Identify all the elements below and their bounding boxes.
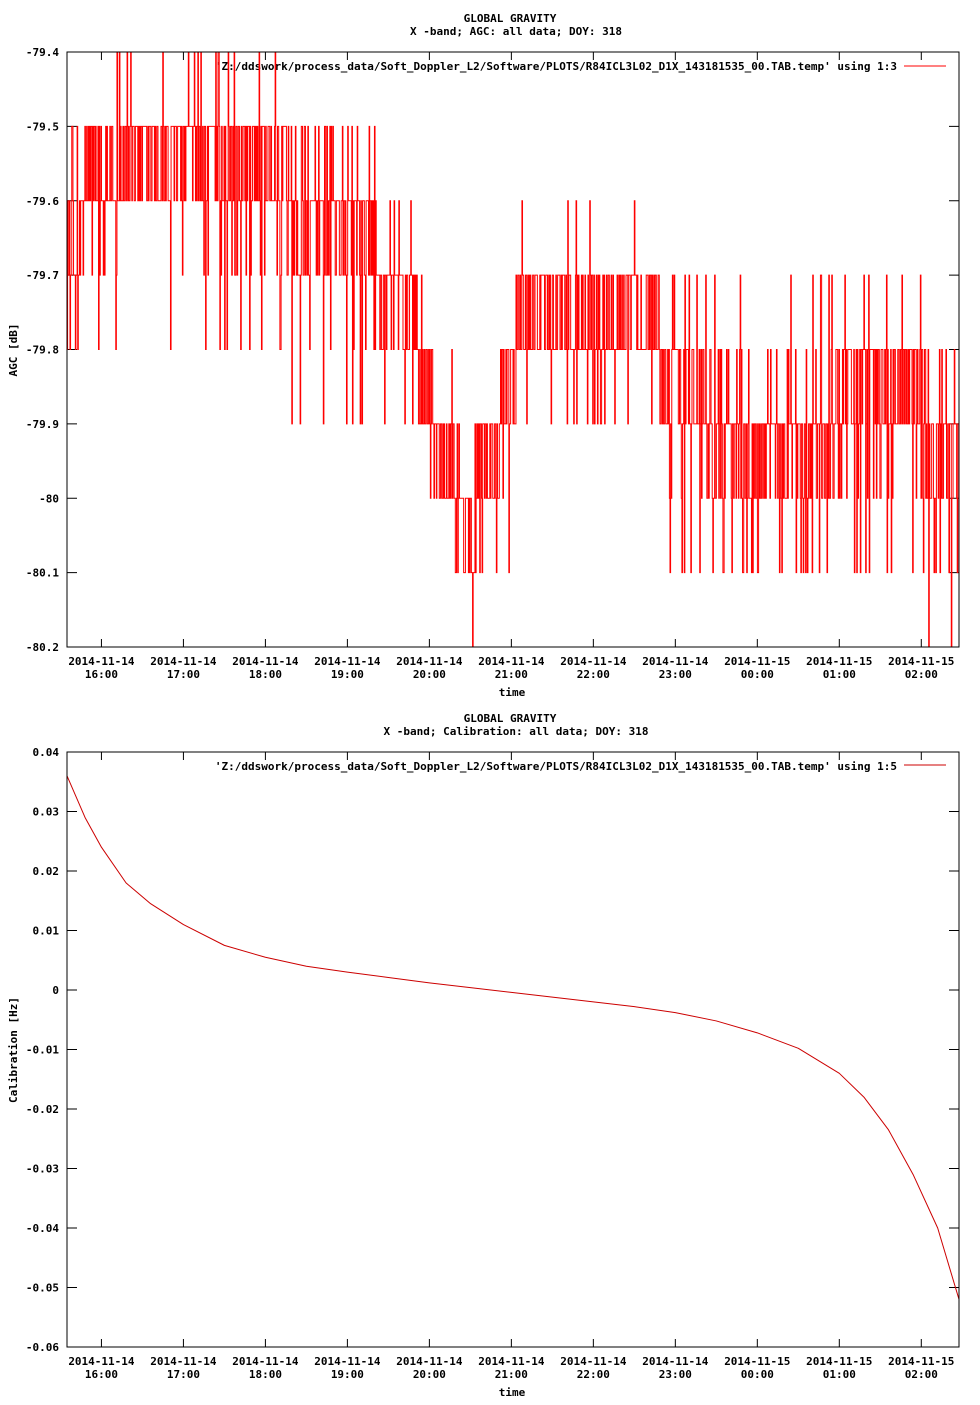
calibration-xtick-time: 23:00 xyxy=(659,1368,692,1381)
agc-chart-title: GLOBAL GRAVITY xyxy=(464,12,557,25)
calibration-ytick-label: 0.03 xyxy=(33,806,60,819)
agc-xtick-date: 2014-11-14 xyxy=(68,655,135,668)
agc-xtick-date: 2014-11-14 xyxy=(478,655,545,668)
agc-xtick-time: 17:00 xyxy=(167,668,200,681)
calibration-chart: GLOBAL GRAVITY X -band; Calibration: all… xyxy=(7,712,960,1399)
agc-series-path xyxy=(66,51,960,648)
calibration-ytick-label: -0.04 xyxy=(26,1222,59,1235)
agc-ytick-label: -80 xyxy=(39,492,59,505)
calibration-chart-title: GLOBAL GRAVITY xyxy=(464,712,557,725)
agc-series-line xyxy=(66,51,960,648)
calibration-ytick-label: 0 xyxy=(52,984,59,997)
agc-xtick-time: 20:00 xyxy=(413,668,446,681)
agc-xtick-date: 2014-11-14 xyxy=(150,655,217,668)
calibration-ytick-label: 0.01 xyxy=(33,925,60,938)
agc-xtick-time: 00:00 xyxy=(741,668,774,681)
agc-xtick-date: 2014-11-15 xyxy=(888,655,954,668)
calibration-ytick-label: -0.05 xyxy=(26,1282,59,1295)
agc-xtick-time: 21:00 xyxy=(495,668,528,681)
calibration-chart-legend-label: 'Z:/ddswork/process_data/Soft_Doppler_L2… xyxy=(215,760,897,773)
agc-chart-subtitle: X -band; AGC: all data; DOY: 318 xyxy=(410,25,622,38)
calibration-plot-frame xyxy=(66,751,960,1348)
calibration-xtick-date: 2014-11-14 xyxy=(314,1355,381,1368)
calibration-xtick-time: 01:00 xyxy=(823,1368,856,1381)
agc-ytick-label: -79.4 xyxy=(26,46,59,59)
calibration-xtick-time: 19:00 xyxy=(331,1368,364,1381)
agc-plot-frame xyxy=(66,51,960,648)
calibration-xtick-date: 2014-11-15 xyxy=(888,1355,954,1368)
agc-chart-ylabel: AGC [dB] xyxy=(7,324,20,377)
agc-chart: GLOBAL GRAVITY X -band; AGC: all data; D… xyxy=(7,12,960,699)
agc-ytick-label: -79.7 xyxy=(26,269,59,282)
calibration-chart-ylabel: Calibration [Hz] xyxy=(7,997,20,1103)
agc-ytick-label: -80.1 xyxy=(26,567,59,580)
agc-xtick-date: 2014-11-14 xyxy=(642,655,709,668)
calibration-ytick-label: 0.04 xyxy=(33,746,60,759)
agc-ytick-label: -79.9 xyxy=(26,418,59,431)
agc-xtick-time: 19:00 xyxy=(331,668,364,681)
agc-xtick-date: 2014-11-15 xyxy=(806,655,872,668)
agc-xtick-date: 2014-11-14 xyxy=(314,655,381,668)
calibration-ytick-label: -0.03 xyxy=(26,1163,59,1176)
calibration-xtick-date: 2014-11-15 xyxy=(724,1355,790,1368)
agc-xtick-date: 2014-11-14 xyxy=(396,655,463,668)
calibration-xtick-time: 22:00 xyxy=(577,1368,610,1381)
calibration-xtick-date: 2014-11-14 xyxy=(478,1355,545,1368)
calibration-xtick-date: 2014-11-14 xyxy=(642,1355,709,1368)
agc-xtick-time: 22:00 xyxy=(577,668,610,681)
agc-xtick-date: 2014-11-14 xyxy=(560,655,627,668)
calibration-xtick-time: 21:00 xyxy=(495,1368,528,1381)
calibration-chart-subtitle: X -band; Calibration: all data; DOY: 318 xyxy=(384,725,649,738)
calibration-xtick-date: 2014-11-14 xyxy=(150,1355,217,1368)
calibration-xtick-time: 16:00 xyxy=(85,1368,118,1381)
agc-chart-legend-label: 'Z:/ddswork/process_data/Soft_Doppler_L2… xyxy=(215,60,897,73)
calibration-ytick-label: -0.01 xyxy=(26,1044,59,1057)
calibration-chart-xlabel: time xyxy=(499,1386,526,1399)
agc-ytick-label: -79.5 xyxy=(26,120,59,133)
calibration-xtick-date: 2014-11-14 xyxy=(560,1355,627,1368)
agc-xtick-time: 18:00 xyxy=(249,668,282,681)
calibration-xtick-time: 17:00 xyxy=(167,1368,200,1381)
agc-xtick-time: 02:00 xyxy=(905,668,938,681)
agc-xtick-date: 2014-11-15 xyxy=(724,655,790,668)
calibration-ytick-label: -0.06 xyxy=(26,1341,59,1354)
calibration-xtick-date: 2014-11-15 xyxy=(806,1355,872,1368)
agc-xtick-date: 2014-11-14 xyxy=(232,655,299,668)
calibration-series-line xyxy=(66,775,960,1300)
calibration-xtick-time: 00:00 xyxy=(741,1368,774,1381)
agc-chart-xlabel: time xyxy=(499,686,526,699)
agc-xtick-time: 16:00 xyxy=(85,668,118,681)
calibration-ytick-label: -0.02 xyxy=(26,1103,59,1116)
agc-xtick-time: 01:00 xyxy=(823,668,856,681)
calibration-ytick-label: 0.02 xyxy=(33,865,60,878)
calibration-xtick-date: 2014-11-14 xyxy=(232,1355,299,1368)
calibration-xtick-time: 02:00 xyxy=(905,1368,938,1381)
calibration-xtick-date: 2014-11-14 xyxy=(396,1355,463,1368)
calibration-xtick-date: 2014-11-14 xyxy=(68,1355,135,1368)
agc-ytick-label: -79.8 xyxy=(26,344,59,357)
calibration-xtick-time: 18:00 xyxy=(249,1368,282,1381)
agc-xtick-time: 23:00 xyxy=(659,668,692,681)
calibration-xtick-time: 20:00 xyxy=(413,1368,446,1381)
agc-ytick-label: -80.2 xyxy=(26,641,59,654)
agc-ytick-label: -79.6 xyxy=(26,195,59,208)
